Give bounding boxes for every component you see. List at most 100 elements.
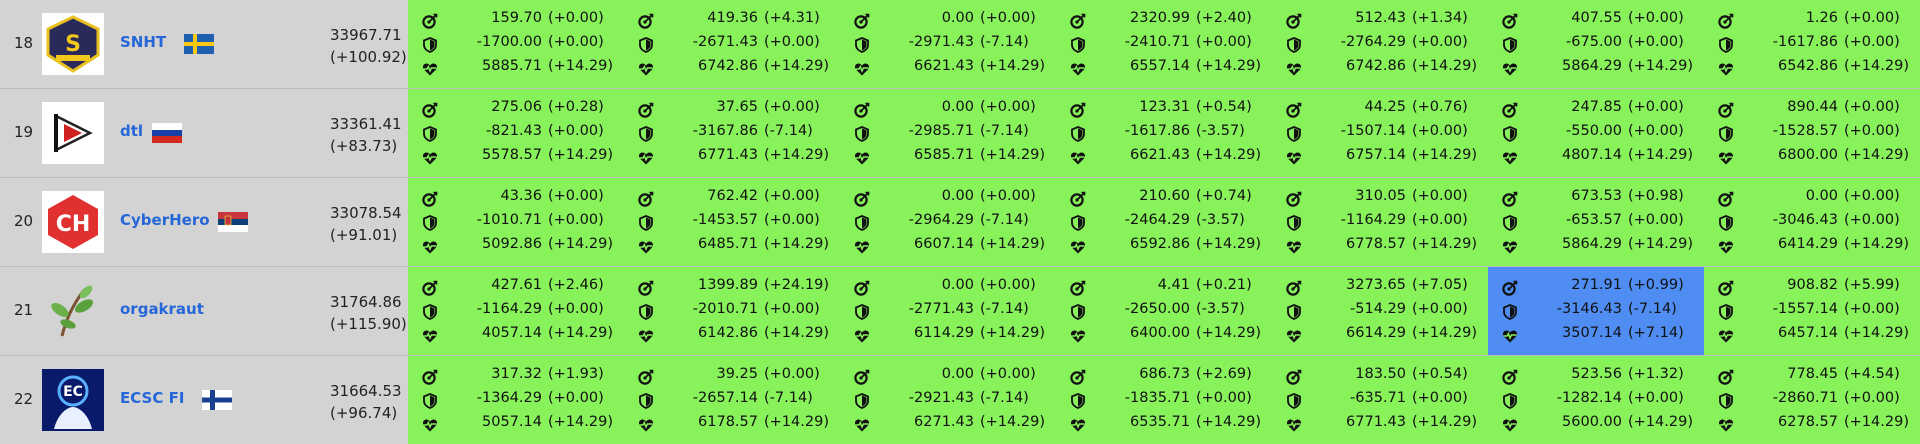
service-cell[interactable]: 686.73 (+2.69) -1835.71 (+0.00) 6535.71 (+14.…: [1056, 356, 1272, 444]
service-cell[interactable]: 44.25 (+0.76) -1507.14 (+0.00) 6757.14 (+14.2…: [1272, 89, 1488, 177]
attack-value: 908.82: [1787, 277, 1838, 293]
defense-line: -1010.71 (+0.00): [414, 212, 626, 234]
team-name-link[interactable]: ECSC FI: [120, 389, 185, 407]
team-rank: 20: [14, 212, 34, 230]
defense-line: -2657.14 (-7.14): [630, 390, 842, 412]
shield-icon: [638, 126, 654, 142]
service-cell[interactable]: 0.00 (+0.00) -2971.43 (-7.14) 6621.43 (+14.29…: [840, 0, 1056, 88]
attack-delta: (+0.28): [548, 99, 604, 115]
service-cell[interactable]: 39.25 (+0.00) -2657.14 (-7.14) 6178.57 (+14.2…: [624, 356, 840, 444]
service-cell[interactable]: 512.43 (+1.34) -2764.29 (+0.00) 6742.86 (+14.…: [1272, 0, 1488, 88]
sla-delta: (+14.29): [548, 325, 613, 341]
svg-text:CH: CH: [56, 212, 91, 237]
service-cell[interactable]: 1399.89 (+24.19) -2010.71 (+0.00) 6142.86 (+1…: [624, 267, 840, 355]
sla-line: 6614.29 (+14.29): [1278, 325, 1490, 347]
attack-line: 37.65 (+0.00): [630, 99, 842, 121]
team-row: 19 dtl 33361.41 (+83.73) 275.06 (+0.28) -821.4…: [0, 89, 1920, 177]
svg-text:EC: EC: [63, 384, 83, 400]
team-name-link[interactable]: dtl: [120, 122, 144, 140]
heartbeat-icon: [422, 417, 438, 433]
service-cell[interactable]: 247.85 (+0.00) -550.00 (+0.00) 4807.14 (+14.2…: [1488, 89, 1704, 177]
service-cell[interactable]: 419.36 (+4.31) -2671.43 (+0.00) 6742.86 (+14.…: [624, 0, 840, 88]
attack-line: 2320.99 (+2.40): [1062, 10, 1274, 32]
attack-value: 44.25: [1364, 99, 1406, 115]
shield-icon: [1070, 215, 1086, 231]
target-icon: [1718, 13, 1734, 29]
service-cell[interactable]: 0.00 (+0.00) -2771.43 (-7.14) 6114.29 (+14.29…: [840, 267, 1056, 355]
sla-value: 5057.14: [482, 414, 542, 430]
defense-line: -2921.43 (-7.14): [846, 390, 1058, 412]
defense-delta: (+0.00): [1844, 34, 1900, 50]
shield-icon: [1718, 304, 1734, 320]
shield-icon: [854, 215, 870, 231]
service-cell[interactable]: 37.65 (+0.00) -3167.86 (-7.14) 6771.43 (+14.2…: [624, 89, 840, 177]
team-name-link[interactable]: SNHT: [120, 33, 167, 51]
service-cell[interactable]: 0.00 (+0.00) -2964.29 (-7.14) 6607.14 (+14.29…: [840, 178, 1056, 266]
service-cell[interactable]: 4.41 (+0.21) -2650.00 (-3.57) 6400.00 (+14.29…: [1056, 267, 1272, 355]
service-cell[interactable]: 778.45 (+4.54) -2860.71 (+0.00) 6278.57 (+14.…: [1704, 356, 1920, 444]
shield-icon: [422, 126, 438, 142]
defense-line: -2860.71 (+0.00): [1710, 390, 1920, 412]
defense-value: -3146.43: [1556, 301, 1622, 317]
service-cell[interactable]: 762.42 (+0.00) -1453.57 (+0.00) 6485.71 (+14.…: [624, 178, 840, 266]
service-cell[interactable]: 43.36 (+0.00) -1010.71 (+0.00) 5092.86 (+14.2…: [408, 178, 624, 266]
service-cell[interactable]: 123.31 (+0.54) -1617.86 (-3.57) 6621.43 (+14.…: [1056, 89, 1272, 177]
attack-line: 427.61 (+2.46): [414, 277, 626, 299]
defense-line: -1507.14 (+0.00): [1278, 123, 1490, 145]
heartbeat-icon: [638, 328, 654, 344]
defense-value: -1282.14: [1556, 390, 1622, 406]
heartbeat-icon: [1070, 417, 1086, 433]
attack-value: 275.06: [491, 99, 542, 115]
service-cell[interactable]: 310.05 (+0.00) -1164.29 (+0.00) 6778.57 (+14.…: [1272, 178, 1488, 266]
service-cell[interactable]: 317.32 (+1.93) -1364.29 (+0.00) 5057.14 (+14.…: [408, 356, 624, 444]
defense-delta: (+0.00): [548, 123, 604, 139]
service-cell[interactable]: 523.56 (+1.32) -1282.14 (+0.00) 5600.00 (+14.…: [1488, 356, 1704, 444]
service-cell[interactable]: 183.50 (+0.54) -635.71 (+0.00) 6771.43 (+14.2…: [1272, 356, 1488, 444]
attack-delta: (+0.74): [1196, 188, 1252, 204]
heartbeat-icon: [1718, 239, 1734, 255]
sla-value: 6114.29: [914, 325, 974, 341]
attack-value: 247.85: [1571, 99, 1622, 115]
service-cell[interactable]: 1.26 (+0.00) -1617.86 (+0.00) 6542.86 (+14.29…: [1704, 0, 1920, 88]
service-cell[interactable]: 0.00 (+0.00) -2921.43 (-7.14) 6271.43 (+14.29…: [840, 356, 1056, 444]
sla-value: 6800.00: [1778, 147, 1838, 163]
sla-delta: (+14.29): [1412, 414, 1477, 430]
service-cell[interactable]: 427.61 (+2.46) -1164.29 (+0.00) 4057.14 (+14.…: [408, 267, 624, 355]
service-cell[interactable]: 908.82 (+5.99) -1557.14 (+0.00) 6457.14 (+14.…: [1704, 267, 1920, 355]
defense-line: -3167.86 (-7.14): [630, 123, 842, 145]
service-cell[interactable]: 890.44 (+0.00) -1528.57 (+0.00) 6800.00 (+14.…: [1704, 89, 1920, 177]
heartbeat-icon: [1718, 150, 1734, 166]
team-info: 20 CH CyberHero 33078.54 (+91.01): [0, 178, 408, 266]
defense-value: -1164.29: [1340, 212, 1406, 228]
service-cell[interactable]: 0.00 (+0.00) -3046.43 (+0.00) 6414.29 (+14.29…: [1704, 178, 1920, 266]
shield-icon: [638, 304, 654, 320]
defense-value: -3046.43: [1772, 212, 1838, 228]
service-cell[interactable]: 407.55 (+0.00) -675.00 (+0.00) 5864.29 (+14.2…: [1488, 0, 1704, 88]
heartbeat-icon: [1502, 417, 1518, 433]
sla-value: 6607.14: [914, 236, 974, 252]
attack-value: 778.45: [1787, 366, 1838, 382]
service-cell[interactable]: 2320.99 (+2.40) -2410.71 (+0.00) 6557.14 (+14…: [1056, 0, 1272, 88]
defense-delta: (-7.14): [1628, 301, 1677, 317]
defense-value: -1557.14: [1772, 301, 1838, 317]
service-cell[interactable]: 210.60 (+0.74) -2464.29 (-3.57) 6592.86 (+14.…: [1056, 178, 1272, 266]
service-cell[interactable]: 275.06 (+0.28) -821.43 (+0.00) 5578.57 (+14.2…: [408, 89, 624, 177]
heartbeat-icon: [638, 239, 654, 255]
shield-icon: [638, 393, 654, 409]
finland-flag-icon: [202, 390, 232, 410]
sla-value: 6592.86: [1130, 236, 1190, 252]
defense-value: -1364.29: [476, 390, 542, 406]
defense-line: -2010.71 (+0.00): [630, 301, 842, 323]
service-cell[interactable]: 3273.65 (+7.05) -514.29 (+0.00) 6614.29 (+14.…: [1272, 267, 1488, 355]
service-cell[interactable]: 0.00 (+0.00) -2985.71 (-7.14) 6585.71 (+14.29…: [840, 89, 1056, 177]
team-name-link[interactable]: CyberHero: [120, 211, 210, 229]
service-cell[interactable]: 159.70 (+0.00) -1700.00 (+0.00) 5885.71 (+14.…: [408, 0, 624, 88]
service-cell[interactable]: 673.53 (+0.98) -653.57 (+0.00) 5864.29 (+14.2…: [1488, 178, 1704, 266]
shield-icon: [422, 393, 438, 409]
service-cell[interactable]: 271.91 (+0.99) -3146.43 (-7.14) 3507.14 (+7.1…: [1488, 267, 1704, 355]
russia-flag-icon: [152, 123, 182, 143]
sla-line: 3507.14 (+7.14): [1494, 325, 1706, 347]
shield-icon: [854, 126, 870, 142]
sla-delta: (+14.29): [1628, 147, 1693, 163]
team-name-link[interactable]: orgakraut: [120, 300, 204, 318]
